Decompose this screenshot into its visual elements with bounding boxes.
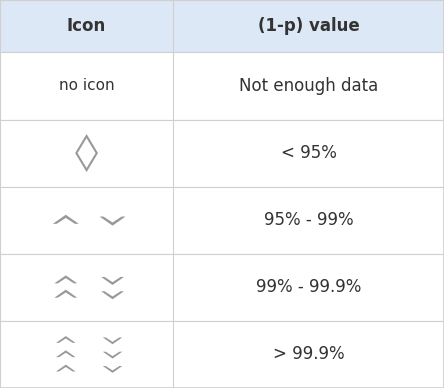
Polygon shape: [99, 217, 126, 226]
Text: 95% - 99%: 95% - 99%: [264, 211, 353, 229]
Text: Icon: Icon: [67, 17, 106, 35]
Polygon shape: [103, 366, 122, 373]
Polygon shape: [103, 352, 122, 359]
Polygon shape: [56, 350, 75, 357]
Text: Not enough data: Not enough data: [239, 77, 378, 95]
Polygon shape: [54, 290, 77, 298]
Bar: [0, 321, 444, 388]
Text: 99% - 99.9%: 99% - 99.9%: [256, 278, 361, 296]
Polygon shape: [54, 275, 77, 283]
Polygon shape: [56, 365, 75, 371]
Bar: [0, 0, 444, 52]
Text: < 95%: < 95%: [281, 144, 337, 162]
Text: (1-p) value: (1-p) value: [258, 17, 360, 35]
Text: > 99.9%: > 99.9%: [273, 345, 345, 364]
Polygon shape: [101, 291, 124, 299]
Bar: [0, 52, 444, 120]
Bar: [0, 120, 444, 187]
Polygon shape: [101, 277, 124, 285]
Polygon shape: [56, 336, 75, 343]
Text: no icon: no icon: [59, 78, 115, 94]
Polygon shape: [53, 215, 79, 224]
Bar: [0, 254, 444, 321]
Polygon shape: [103, 338, 122, 344]
Bar: [0, 187, 444, 254]
